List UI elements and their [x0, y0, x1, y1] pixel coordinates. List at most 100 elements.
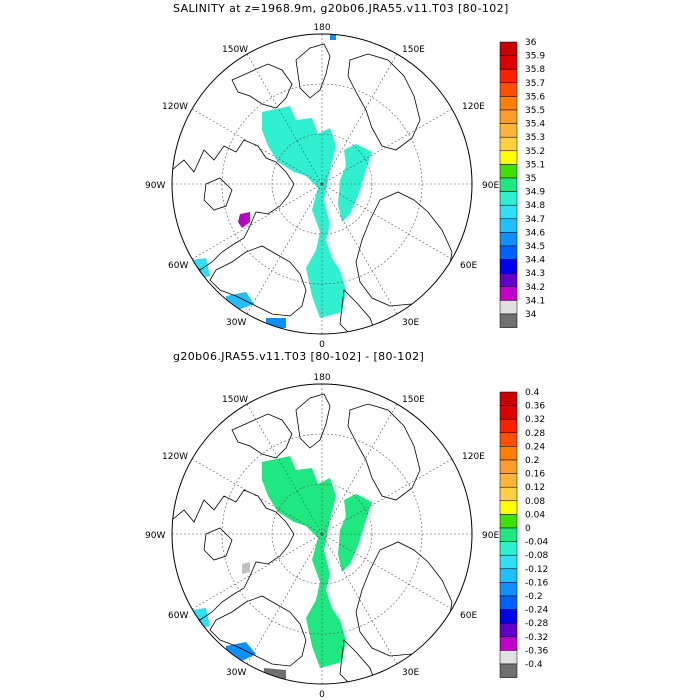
- lon-label-90e: 90E: [482, 181, 499, 191]
- colorbar-swatch: [499, 96, 518, 111]
- salinity-field-east: [338, 144, 372, 222]
- map-boundary: [171, 33, 473, 335]
- colorbar-tick-label: 0.24: [525, 442, 545, 452]
- colorbar-swatch: [499, 300, 518, 315]
- lon-label-30e: 30E: [402, 318, 419, 328]
- salinity-field-low: [238, 212, 250, 228]
- lon-label-0: 0: [319, 690, 325, 700]
- colorbar-tick-label: 34.4: [525, 256, 545, 266]
- map-boundary-bottom: [171, 383, 473, 685]
- colorbar-tick-label: -0.28: [525, 619, 549, 629]
- polar-map-salinity: 180 0 90W 90E 150W 120W 60W 30W 150E 120…: [145, 23, 499, 350]
- map-title-top: SALINITY at z=1968.9m, g20b06.JRA55.v11.…: [173, 2, 509, 15]
- colorbar-tick-label: 34.8: [525, 201, 545, 211]
- graticule-bottom: [172, 384, 472, 684]
- colorbar-tick-label: 0.32: [525, 415, 545, 425]
- colorbar-swatch: [499, 245, 518, 260]
- difference-field-east: [338, 494, 372, 572]
- difference-field-atl-2: [226, 642, 256, 662]
- colorbar-swatch: [499, 650, 518, 665]
- salinity-field-atl-2: [226, 292, 254, 310]
- colorbar-swatch: [499, 636, 518, 651]
- lon-label-90w: 90W: [145, 531, 165, 541]
- colorbar-tick-label: 0.16: [525, 470, 545, 480]
- salinity-field-main: [262, 106, 346, 318]
- colorbar-swatch: [499, 541, 518, 556]
- colorbar-tick-label: 0.4: [525, 388, 540, 398]
- colorbar-tick-label: 0.28: [525, 429, 545, 439]
- colorbar-swatch: [499, 459, 518, 474]
- lon-label-30e: 30E: [402, 668, 419, 678]
- colorbar-tick-label: 35.2: [525, 147, 545, 157]
- colorbar-tick-label: 35.9: [525, 52, 545, 62]
- colorbar-tick-label: 0.04: [525, 510, 545, 520]
- colorbar-tick-label: 34.5: [525, 242, 545, 252]
- colorbar-swatch: [499, 514, 518, 529]
- colorbar-swatch: [499, 123, 518, 138]
- lon-label-30w: 30W: [226, 668, 246, 678]
- colorbar-tick-label: -0.16: [525, 578, 549, 588]
- colorbar-swatch: [499, 164, 518, 179]
- colorbar-tick-label: 34.9: [525, 188, 545, 198]
- colorbar-tick-label: -0.32: [525, 633, 548, 643]
- colorbar-tick-label: 34.3: [525, 269, 545, 279]
- colorbar-swatch: [499, 259, 518, 274]
- colorbar-swatch: [499, 663, 518, 678]
- lon-label-120w: 120W: [162, 452, 188, 462]
- colorbar-swatch: [499, 554, 518, 570]
- colorbar-swatch: [499, 218, 518, 233]
- colorbar-swatch: [499, 204, 518, 220]
- colorbar-swatch: [499, 41, 518, 56]
- colorbar-swatch: [499, 136, 518, 152]
- colorbar-swatch: [499, 272, 518, 288]
- map-title-bottom: g20b06.JRA55.v11.T03 [80-102] - [80-102]: [173, 350, 425, 363]
- colorbar-tick-label: 0.36: [525, 402, 545, 412]
- colorbar-swatch: [499, 582, 518, 597]
- colorbar-swatch: [499, 391, 518, 406]
- colorbar-tick-label: 34: [525, 310, 537, 320]
- lon-label-60e: 60E: [460, 261, 477, 271]
- lon-label-150w: 150W: [222, 45, 248, 55]
- lon-label-60e: 60E: [460, 611, 477, 621]
- colorbar-swatch: [499, 500, 518, 515]
- graticule: [172, 34, 472, 334]
- lon-label-60w: 60W: [168, 611, 188, 621]
- colorbar-tick-label: -0.24: [525, 606, 549, 616]
- colorbar-swatch: [499, 527, 518, 542]
- colorbar-bottom: 0.4 0.36 0.32 0.28 0.24 0.2 0.16 0.12 0.08 0.04 0 -…: [499, 388, 549, 678]
- lon-label-120w: 120W: [162, 102, 188, 112]
- colorbar-swatch: [499, 55, 518, 70]
- salinity-field-top: [330, 34, 336, 40]
- polar-map-difference: 180 0 90W 90E 150W 120W 60W 30W 150E 120…: [145, 373, 499, 700]
- difference-field-small: [242, 562, 250, 574]
- colorbar-tick-label: -0.12: [525, 565, 548, 575]
- colorbar-tick-label: 35.5: [525, 106, 545, 116]
- colorbar-tick-label: 35.4: [525, 120, 545, 130]
- colorbar-swatch: [499, 432, 518, 447]
- lon-label-150w: 150W: [222, 395, 248, 405]
- colorbar-tick-label: 34.7: [525, 215, 545, 225]
- colorbar-swatch: [499, 286, 518, 301]
- colorbar-swatch: [499, 191, 518, 206]
- colorbar-tick-label: -0.36: [525, 646, 549, 656]
- lon-label-120e: 120E: [462, 452, 485, 462]
- colorbar-swatch: [499, 595, 518, 610]
- colorbar-tick-label: 0.08: [525, 497, 545, 507]
- colorbar-tick-label: -0.04: [525, 538, 549, 548]
- colorbar-tick-label: 35.7: [525, 79, 545, 89]
- lon-label-150e: 150E: [402, 45, 425, 55]
- colorbar-swatch: [499, 109, 518, 124]
- lon-label-90w: 90W: [145, 181, 165, 191]
- difference-field-main: [262, 456, 346, 668]
- colorbar-swatch: [499, 568, 518, 583]
- lon-label-30w: 30W: [226, 318, 246, 328]
- colorbar-tick-label: 34.2: [525, 283, 545, 293]
- colorbar-tick-label: 35.1: [525, 160, 545, 170]
- colorbar-tick-label: -0.08: [525, 551, 549, 561]
- colorbar-tick-label: 35.6: [525, 92, 545, 102]
- colorbar-tick-label: 0.12: [525, 483, 545, 493]
- colorbar-top: 36 35.9 35.8 35.7 35.6 35.5 35.4 35.3 35.2 35.1 35…: [499, 38, 545, 328]
- colorbar-swatch: [499, 68, 518, 84]
- lon-label-0: 0: [319, 340, 325, 350]
